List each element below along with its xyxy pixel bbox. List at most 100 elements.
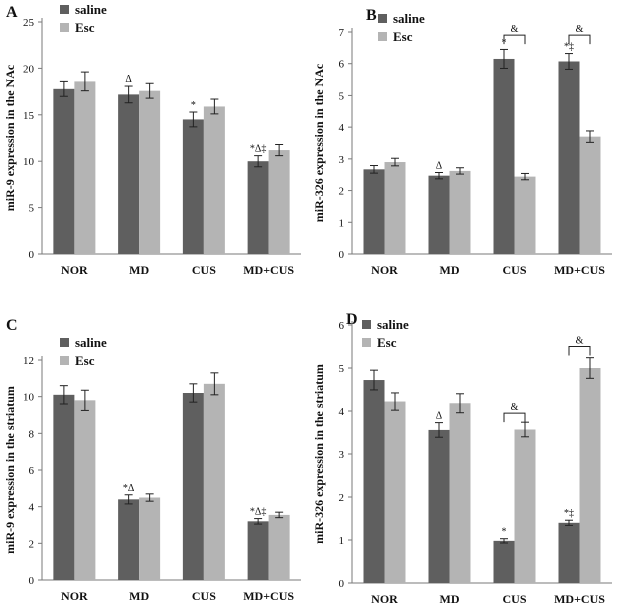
panel-a-y-tick-label: 25 [23,17,35,29]
panel-a-bar-esc-nor [74,81,96,254]
panel-a-y-axis-title: miR-9 expression in the NAc [3,64,17,211]
panel-d-bar-esc-cus [514,429,536,583]
panel-d-x-tick-label: MD [440,592,460,606]
panel-a-significance-mark: Δ [125,74,132,85]
panel-b-significance-mark: Δ [436,160,443,171]
panel-a-significance-mark: *Δ‡ [250,144,266,155]
panel-d-significance-bracket [503,412,526,423]
panel-c-x-tick-label: MD [129,589,149,603]
panel-c-y-tick-label: 2 [29,538,35,550]
panel-b-legend-label-saline: saline [393,11,425,26]
panel-c-bar-saline-md-cus [247,521,269,580]
panel-a-bar-saline-cus [182,119,204,254]
panel-c-legend-label-saline: saline [75,335,107,350]
panel-d-legend-swatch-saline [362,320,371,329]
panel-c-x-tick-label: CUS [192,589,216,603]
panel-b-y-tick-label: 1 [339,217,345,229]
panel-d-significance-mark: * [502,527,507,538]
panel-a-y-tick-label: 0 [29,249,35,261]
panel-b-bar-saline-md-cus [558,61,580,254]
panel-d-bar-saline-cus [493,540,515,583]
panel-a-bar-esc-md-cus [268,150,290,254]
panel-a-legend-label-esc: Esc [75,20,95,35]
panel-d-significance-bracket [568,346,591,356]
panel-a-y-tick-label: 15 [23,110,35,122]
panel-c-significance-mark: *Δ [123,483,135,494]
panel-b-significance-bracket [503,34,526,45]
panel-a-bar-saline-md [118,94,140,254]
panel-b-y-tick-label: 0 [339,249,345,261]
panel-a-y-tick-label: 5 [29,203,35,215]
panel-a-bar-saline-nor [53,88,75,254]
panel-b-y-tick-label: 2 [339,186,345,198]
panel-d-legend-label-esc: Esc [377,335,397,350]
panel-d-bracket-label: & [511,402,519,413]
panel-a-legend-swatch-esc [60,23,69,32]
panel-c-x-tick-label: MD+CUS [243,589,294,603]
panel-c-bar-saline-md [118,499,140,580]
panel-d-significance-mark: Δ [436,411,443,422]
panel-b-significance-bracket [568,34,591,45]
panel-b-y-axis-title: miR-326 expression in the NAc [312,63,326,222]
panel-b-bar-saline-cus [493,58,515,255]
panel-b-y-tick-label: 6 [339,59,345,71]
panel-d-y-tick-label: 2 [339,492,345,504]
panel-a-x-tick-label: CUS [192,263,216,277]
panel-d-bar-saline-md-cus [558,522,580,583]
panel-b-bar-saline-nor [363,169,385,254]
panel-b-bar-esc-md [449,170,471,254]
panel-a-x-tick-label: NOR [61,263,88,277]
panel-a-bar-esc-cus [203,106,225,254]
panel-b-x-tick-label: CUS [502,263,526,277]
panel-c-bar-esc-md-cus [268,514,290,580]
panel-a-legend-swatch-saline [60,5,69,14]
panel-a-x-tick-label: MD [129,263,149,277]
panel-d-y-tick-label: 3 [339,449,345,461]
panel-c-y-tick-label: 0 [29,575,35,587]
panel-a-x-tick-label: MD+CUS [243,263,294,277]
panel-c-legend-label-esc: Esc [75,353,95,368]
panel-c-legend-swatch-esc [60,356,69,365]
panel-d-bar-esc-nor [384,401,406,583]
panel-d-bar-saline-nor [363,380,385,583]
panel-a-bar-esc-md [139,90,161,254]
panel-b-legend-label-esc: Esc [393,29,413,44]
panel-b-legend-swatch-saline [378,14,387,23]
panel-b-x-tick-label: MD+CUS [554,263,605,277]
panel-b-bar-esc-md-cus [579,136,601,254]
panel-d-y-tick-label: 1 [339,535,345,547]
panel-b-y-tick-label: 3 [339,154,345,166]
panel-b-x-tick-label: MD [440,263,460,277]
panel-d-x-tick-label: CUS [502,592,526,606]
panel-b-bracket-label: & [511,24,519,35]
panel-d-y-tick-label: 0 [339,578,345,590]
panel-d-legend-swatch-esc [362,338,371,347]
panel-a-significance-mark: * [191,100,196,111]
panel-d-y-tick-label: 4 [339,406,345,418]
panel-d-x-tick-label: NOR [371,592,398,606]
panel-b-bar-esc-cus [514,176,536,254]
panel-d-label: D [346,311,358,328]
panel-a-y-tick-label: 20 [23,63,35,75]
panel-d-legend-label-saline: saline [377,317,409,332]
panel-c-bar-saline-cus [182,393,204,580]
panel-b-bar-esc-nor [384,162,406,254]
panel-c-y-tick-label: 10 [23,392,35,404]
panel-c-bar-esc-md [139,497,161,580]
panel-a-bar-saline-md-cus [247,161,269,254]
panel-c-y-axis-title: miR-9 expression in the striatum [3,386,17,554]
panel-c-y-tick-label: 6 [29,465,35,477]
panel-d-x-tick-label: MD+CUS [554,592,605,606]
panel-d-y-tick-label: 5 [339,363,345,375]
panel-d-bar-esc-md-cus [579,368,601,583]
panel-b-bracket-label: & [576,24,584,35]
panel-c-bar-esc-nor [74,400,96,580]
panel-a-label: A [6,4,18,21]
panel-c-legend-swatch-saline [60,338,69,347]
panel-c-label: C [6,317,18,334]
panel-d-bar-esc-md [449,403,471,583]
